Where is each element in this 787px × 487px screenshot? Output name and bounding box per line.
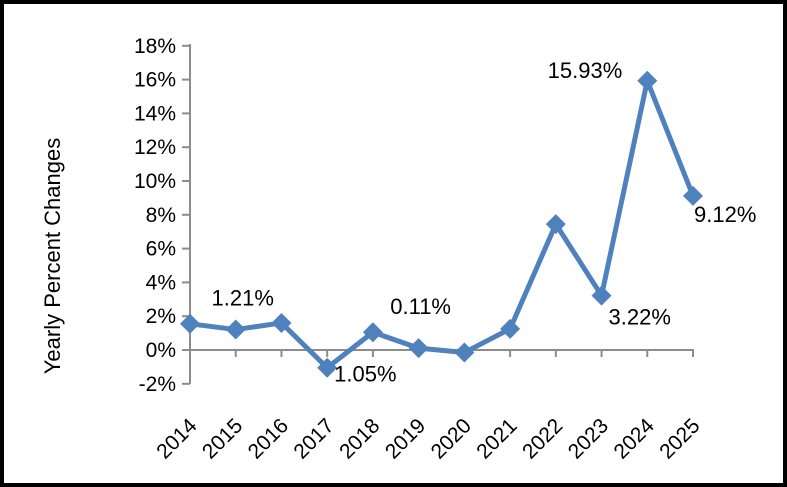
x-axis-label-2017: 2017 <box>289 414 338 463</box>
y-axis-tick-label: 6% <box>146 238 176 261</box>
data-point-2017 <box>317 357 338 378</box>
y-axis-tick-label: 8% <box>146 204 176 227</box>
yearly-percent-changes-line-chart: Yearly Percent Changes 18% 16% 14% 12% 10% 8%… <box>40 35 756 464</box>
data-point-2014 <box>180 313 200 334</box>
data-point-2020 <box>454 342 475 363</box>
y-axis-tick-label: -2% <box>139 373 176 396</box>
x-axis-label-2019: 2019 <box>381 414 430 463</box>
data-point-2023 <box>591 285 612 306</box>
y-axis-tick-label: 0% <box>146 339 176 362</box>
x-axis-label-2015: 2015 <box>198 414 247 463</box>
x-axis-label-2016: 2016 <box>244 414 293 463</box>
y-axis-tick-label: 18% <box>134 35 176 58</box>
x-axis-label-2020: 2020 <box>427 414 476 463</box>
x-axis-label-2018: 2018 <box>335 414 384 463</box>
data-point-2024 <box>637 70 658 91</box>
y-axis-title: Yearly Percent Changes <box>40 138 65 374</box>
x-axis-label-2022: 2022 <box>518 414 567 463</box>
y-axis-tick-label: 4% <box>146 271 176 294</box>
data-label-2019: 0.11% <box>390 294 451 319</box>
data-label-2024: 15.93% <box>548 58 623 83</box>
y-axis-tick-label: 12% <box>134 136 176 159</box>
y-axis-tick-label: 14% <box>134 102 176 125</box>
data-point-2019 <box>408 338 429 359</box>
data-point-2022 <box>545 214 566 235</box>
data-point-2025 <box>683 185 703 206</box>
y-axis-tick-label: 16% <box>134 69 176 92</box>
y-axis-tick-label: 2% <box>146 305 176 328</box>
data-point-2016 <box>271 312 292 333</box>
y-axis-tick-label: 10% <box>134 170 176 193</box>
data-point-2021 <box>500 318 521 339</box>
x-axis-label-2023: 2023 <box>564 414 613 463</box>
data-label-2025: 9.12% <box>694 202 756 227</box>
x-axis-label-2014: 2014 <box>152 414 202 464</box>
data-point-2018 <box>362 322 383 343</box>
data-label-2017: 1.05% <box>334 362 396 387</box>
x-axis-label-2021: 2021 <box>472 414 521 463</box>
data-label-2023: 3.22% <box>609 305 671 330</box>
x-axis-label-2024: 2024 <box>610 414 660 464</box>
data-point-2015 <box>225 319 246 340</box>
x-axis-label-2025: 2025 <box>655 414 704 463</box>
data-label-2015: 1.21% <box>212 286 274 311</box>
